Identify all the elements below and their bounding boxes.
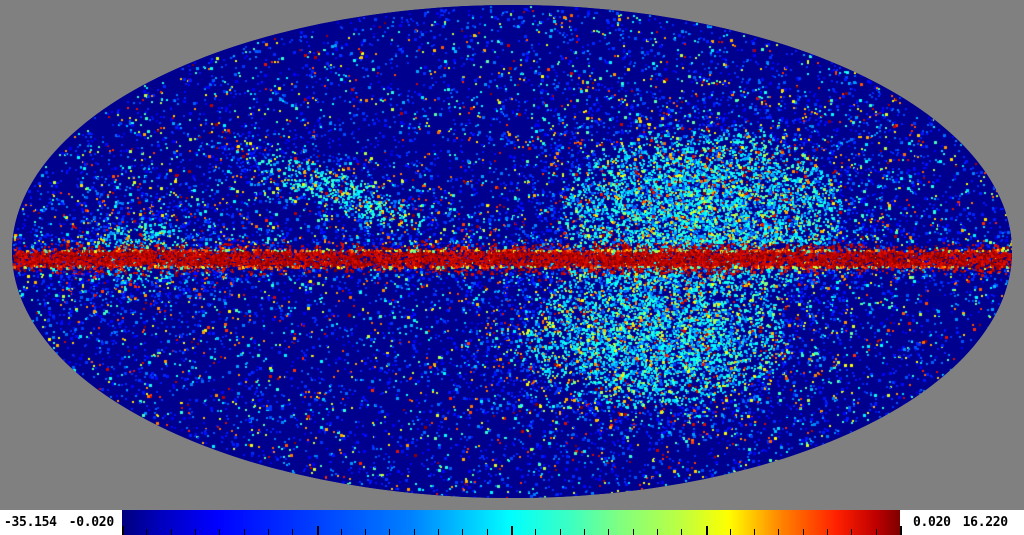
- sky-map-panel: [12, 5, 1012, 498]
- colorbar-left-labels: -35.154 -0.020: [0, 510, 122, 535]
- colorbar-max-label: 16.220: [962, 515, 1008, 530]
- colorbar-min-label: -35.154: [4, 515, 57, 530]
- mollweide-sky-ellipse: [12, 5, 1012, 498]
- colorbar-strip: -35.154 -0.020 0.020 16.220: [0, 510, 1024, 535]
- sky-map-canvas: [12, 5, 1012, 498]
- colorbar-gradient: [122, 510, 900, 535]
- colorbar-right-labels: 0.020 16.220: [900, 510, 1024, 535]
- colorbar-bar[interactable]: [122, 510, 902, 535]
- colorbar-low-label: -0.020: [68, 515, 114, 530]
- colorbar-high-label: 0.020: [913, 515, 951, 530]
